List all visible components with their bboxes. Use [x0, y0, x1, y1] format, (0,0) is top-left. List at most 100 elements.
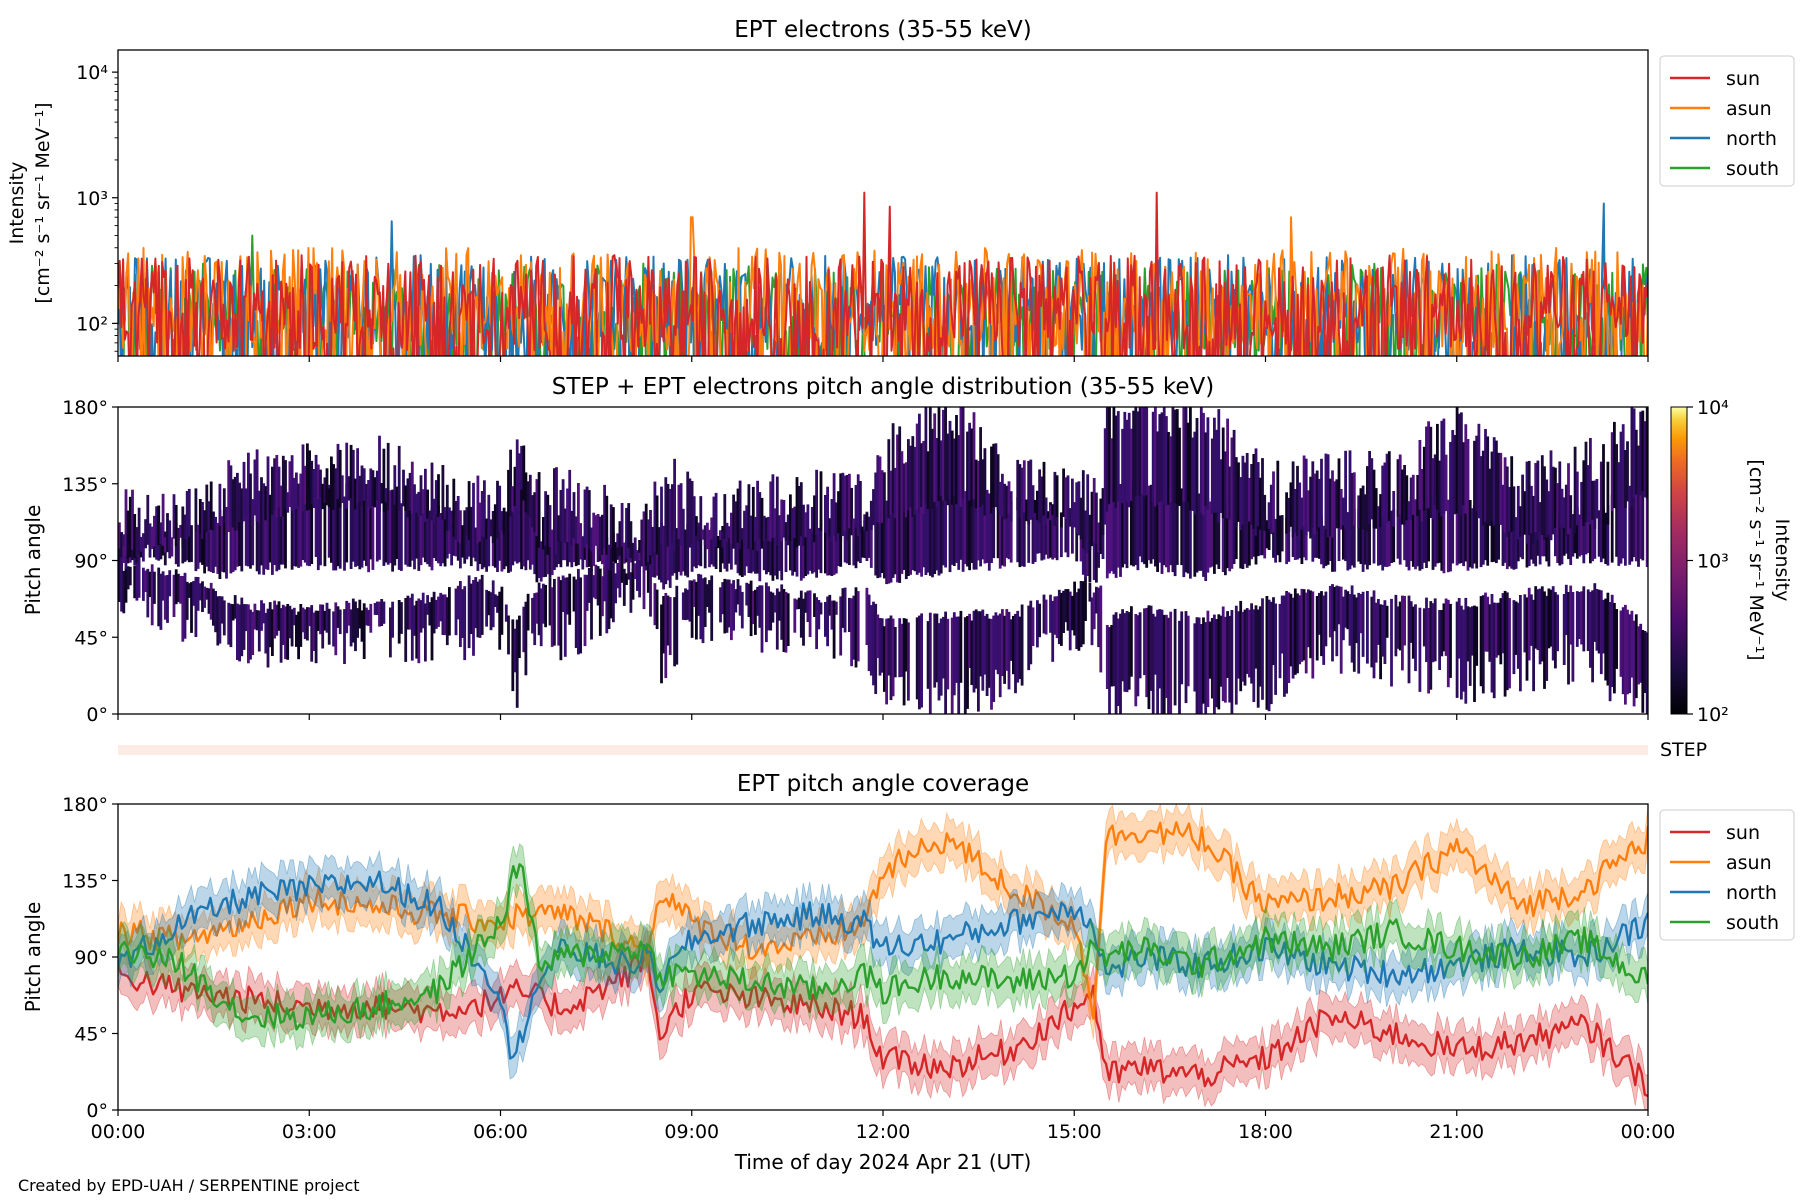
heatmap-cell [1158, 414, 1162, 503]
heatmap-cell [832, 519, 836, 575]
heatmap-cell [166, 575, 169, 623]
heatmap-cell [1278, 515, 1282, 563]
heatmap-cell [893, 627, 897, 678]
heatmap-cell [1455, 494, 1459, 566]
x-tick-label: 03:00 [282, 1121, 337, 1143]
heatmap-cell [1234, 457, 1238, 527]
heatmap-cell [1466, 501, 1470, 571]
heatmap-cell [1425, 597, 1428, 663]
heatmap-cell [880, 470, 884, 523]
heatmap-cell [1486, 436, 1490, 525]
heatmap-cell [1610, 432, 1614, 511]
heatmap-cell [730, 512, 733, 544]
heatmap-cell [1344, 515, 1347, 562]
heatmap-cell [198, 499, 202, 534]
heatmap-cell [1385, 605, 1389, 638]
heatmap-cell [240, 488, 244, 524]
heatmap-cell [843, 587, 847, 633]
heatmap-cell [1261, 524, 1264, 556]
heatmap-cell [856, 591, 860, 662]
heatmap-cell [1256, 462, 1260, 527]
heatmap-cell [762, 532, 766, 571]
heatmap-cell [1022, 460, 1026, 513]
heatmap-cell [859, 481, 862, 534]
heatmap-cell [378, 497, 381, 560]
heatmap-cell [290, 455, 294, 511]
heatmap-cell [1457, 598, 1461, 659]
heatmap-cell [688, 478, 692, 548]
heatmap-cell [1632, 620, 1636, 707]
heatmap-cell [826, 486, 829, 539]
heatmap-cell [1009, 501, 1013, 563]
heatmap-cell [1492, 508, 1496, 562]
heatmap-cell [1254, 516, 1258, 565]
panel3-x-axis: 00:00 03:00 06:00 09:00 12:00 15:00 18:00 21:00… [91, 1110, 1675, 1143]
heatmap-cell [745, 505, 749, 542]
heatmap-cell [1372, 469, 1376, 529]
heatmap-cell [819, 602, 823, 615]
heatmap-cell [1009, 491, 1013, 522]
heatmap-cell [618, 541, 622, 571]
heatmap-cell [1175, 409, 1179, 504]
y-tick-label: 135° [62, 871, 108, 893]
heatmap-cell [434, 480, 438, 515]
heatmap-cell [266, 608, 270, 668]
heatmap-cell [913, 501, 917, 572]
heatmap-cell [1204, 498, 1208, 581]
heatmap-cell [1501, 518, 1505, 566]
heatmap-cell [622, 568, 626, 606]
heatmap-cell [391, 601, 394, 638]
panel3-title: EPT pitch angle coverage [737, 771, 1029, 797]
heatmap-cell [1071, 595, 1074, 631]
heatmap-cell [563, 508, 567, 543]
heatmap-cell [1339, 489, 1343, 530]
heatmap-cell [695, 516, 698, 536]
heatmap-cell [319, 469, 322, 498]
panel1-title: EPT electrons (35-55 keV) [734, 17, 1031, 43]
heatmap-cell [384, 488, 388, 503]
heatmap-cell [410, 497, 414, 561]
heatmap-cell [1536, 460, 1540, 541]
y-tick-label: 45° [74, 627, 108, 649]
heatmap-cell [725, 522, 729, 542]
heatmap-cell [1055, 509, 1059, 561]
heatmap-cell [1149, 484, 1153, 564]
heatmap-cell [419, 475, 423, 516]
heatmap-cell [1105, 490, 1109, 579]
heatmap-cell [1466, 439, 1470, 520]
heatmap-cell [736, 579, 740, 605]
heatmap-cell [1540, 523, 1544, 557]
heatmap-cell [478, 502, 482, 542]
heatmap-cell [1014, 613, 1017, 694]
heatmap-cell [699, 574, 703, 640]
heatmap-cell [345, 442, 349, 509]
heatmap-cell [351, 449, 355, 505]
heatmap-cell [1036, 508, 1039, 554]
heatmap-cell [251, 611, 255, 655]
heatmap-cell [247, 511, 250, 567]
heatmap-cell [992, 492, 996, 559]
heatmap-cell [260, 477, 263, 518]
heatmap-cell [1606, 505, 1610, 566]
x-tick-label: 00:00 [91, 1121, 146, 1143]
heatmap-cell [1261, 458, 1264, 531]
heatmap-cell [1396, 510, 1400, 559]
heatmap-cell [194, 576, 198, 637]
heatmap-cell [1215, 507, 1218, 565]
heatmap-cell [1455, 407, 1459, 514]
heatmap-cell [878, 515, 882, 578]
heatmap-cell [295, 494, 298, 567]
heatmap-cell [262, 498, 266, 575]
heatmap-cell [1503, 515, 1507, 563]
heatmap-cell [128, 496, 132, 558]
heatmap-cell [668, 597, 672, 655]
heatmap-cell [1344, 589, 1347, 628]
heatmap-cell [572, 492, 576, 539]
heatmap-cell [1084, 533, 1087, 580]
heatmap-cell [1538, 502, 1542, 533]
heatmap-cell [928, 612, 932, 714]
heatmap-cell [802, 504, 805, 546]
heatmap-cell [349, 493, 353, 569]
heatmap-cell [876, 455, 880, 523]
heatmap-cell [553, 579, 556, 646]
